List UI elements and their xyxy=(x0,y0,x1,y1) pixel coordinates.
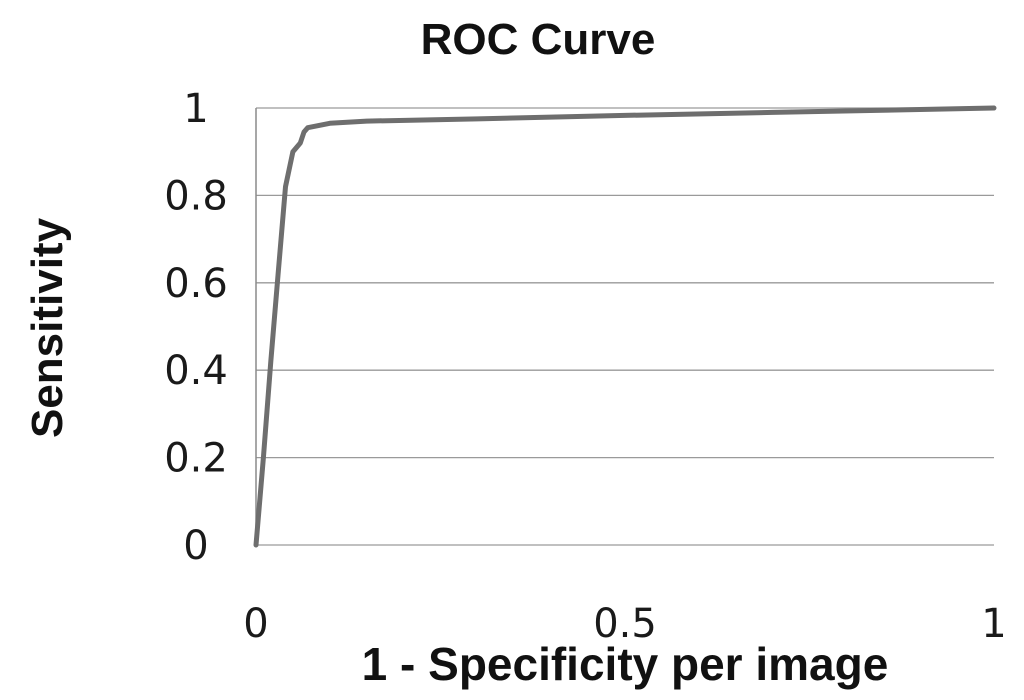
y-tick-label-1: 0.2 xyxy=(164,436,228,482)
y-tick-label-5: 1 xyxy=(183,86,208,132)
y-axis-label: Sensitivity xyxy=(23,217,72,438)
y-tick-labels: 0 0.2 0.4 0.6 0.8 1 xyxy=(164,86,228,569)
x-tick-label-0: 0 xyxy=(243,601,268,647)
y-tick-label-2: 0.4 xyxy=(164,348,228,394)
series-group xyxy=(253,105,997,548)
y-tick-label-4: 0.8 xyxy=(164,173,228,219)
chart-title: ROC Curve xyxy=(421,15,656,64)
y-tick-label-3: 0.6 xyxy=(164,261,228,307)
gridlines xyxy=(256,107,994,546)
x-axis-label: 1 - Specificity per image xyxy=(362,638,889,690)
x-tick-labels: 0 0.5 1 xyxy=(243,601,1006,647)
y-tick-label-0: 0 xyxy=(183,523,208,569)
roc-curve-line xyxy=(253,105,997,548)
x-tick-label-1: 0.5 xyxy=(593,601,657,647)
x-tick-label-2: 1 xyxy=(981,601,1006,647)
